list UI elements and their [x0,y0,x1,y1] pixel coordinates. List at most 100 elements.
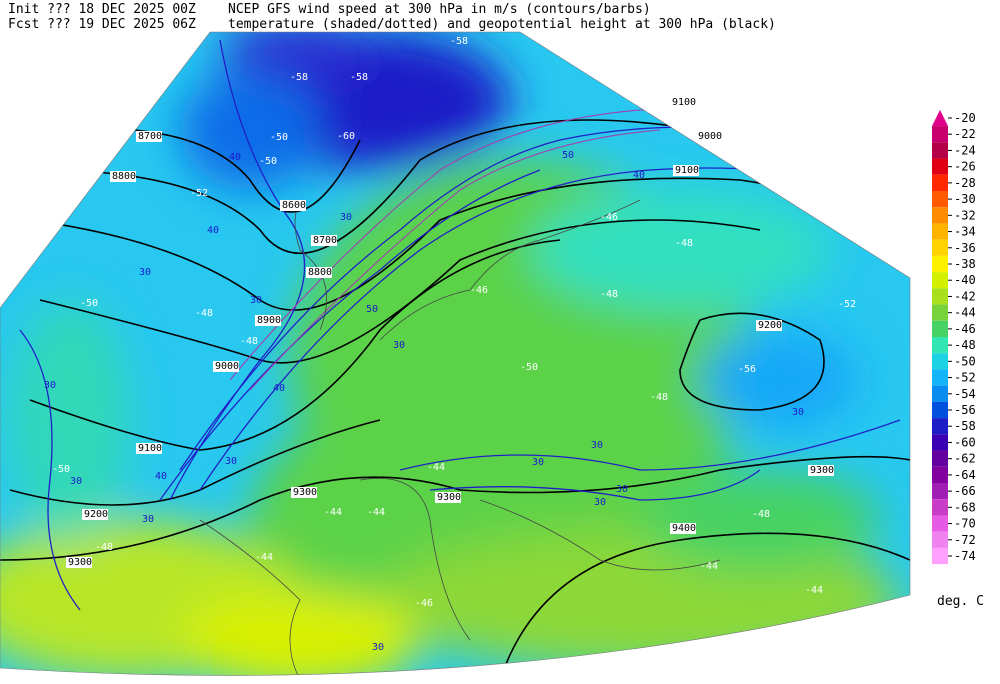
legend-label: -70 [954,517,976,531]
height-label-bg [808,465,834,476]
wind-label: 30 [250,295,262,306]
height-label-bg [670,97,696,108]
wind-label: 40 [155,471,167,482]
height-label-bg [306,267,332,278]
legend-swatch [932,223,948,240]
legend-swatch [932,401,948,419]
legend-swatch [932,191,948,208]
legend-label: -72 [954,533,976,547]
height-label-bg [670,523,696,534]
wind-label: 30 [142,514,154,525]
legend-swatch [932,515,948,532]
map-area [0,32,910,676]
temp-label: -60 [337,131,355,142]
temp-label: -44 [805,585,823,596]
wind-label: 30 [616,484,628,495]
legend-swatch [932,207,948,224]
wind-label: 30 [340,212,352,223]
legend-label: -48 [954,338,976,352]
wind-label: 30 [372,642,384,653]
height-label-bg [66,557,92,568]
height-label-bg [110,171,136,182]
height-label: 8800 [308,267,332,278]
legend-swatch [932,450,948,467]
legend-swatch [932,353,948,370]
temp-label: -50 [52,464,70,475]
temp-label: -52 [190,188,208,199]
legend-label: -66 [954,484,976,498]
legend-swatch [932,239,948,256]
height-label-bg [756,320,782,331]
header-fcst: Fcst ??? 19 DEC 2025 06Z [8,17,196,32]
height-label: 9300 [810,465,834,476]
temp-label: -56 [738,364,756,375]
temp-label: -48 [752,509,770,520]
wind-label: 30 [44,380,56,391]
temp-label: -50 [520,362,538,373]
header-title: NCEP GFS wind speed at 300 hPa in m/s (c… [228,2,651,17]
height-label-bg [291,487,317,498]
height-label: 8700 [313,235,337,246]
legend-swatch [932,483,948,500]
height-label: 9200 [758,320,782,331]
wind-label: 30 [225,456,237,467]
height-label-bg [673,165,699,176]
temp-label: -44 [367,507,385,518]
height-label: 9300 [68,557,92,568]
temp-label: -48 [675,238,693,249]
legend-swatch [932,142,948,159]
height-label: 8700 [138,131,162,142]
height-label: 9000 [698,131,722,142]
legend-label: -68 [954,500,976,514]
wind-label: 40 [229,152,241,163]
height-label: 8600 [282,200,306,211]
height-label: 9300 [293,487,317,498]
legend-swatch [932,126,948,143]
temp-label: -46 [470,285,488,296]
legend-swatch [932,158,948,175]
height-label-bg [280,200,306,211]
header-subtitle: temperature (shaded/dotted) and geopoten… [228,17,776,32]
height-label-bg [255,315,281,326]
temp-label: -48 [240,336,258,347]
wind-label: 30 [792,407,804,418]
legend-label: -32 [954,208,976,222]
legend-label: -38 [954,257,976,271]
temp-label: -44 [324,507,342,518]
wind-label: 30 [393,340,405,351]
legend-label: -56 [954,403,976,417]
wind-label: 30 [70,476,82,487]
legend-swatch [932,547,948,565]
height-label: 9100 [675,165,699,176]
legend-label: -52 [954,371,976,385]
legend-swatch [932,466,948,483]
wind-label: 40 [207,225,219,236]
legend-arrow [932,109,948,127]
legend-unit: deg. C [937,594,984,609]
legend-label: -58 [954,419,976,433]
legend-label: -62 [954,452,976,466]
legend-label: -60 [954,435,976,449]
legend-label: -64 [954,468,976,482]
legend-label: -30 [954,192,976,206]
temp-label: -48 [600,289,618,300]
legend-swatch [932,369,948,386]
legend-label: -44 [954,306,976,320]
height-label-bg [82,509,108,520]
legend-swatch [932,174,948,191]
legend-swatch [932,255,948,273]
temp-label: -44 [700,561,718,572]
legend-swatch [932,418,948,435]
legend-swatch [932,304,948,321]
legend-label: -22 [954,127,976,141]
legend-swatch [932,288,948,305]
temp-label: -48 [650,392,668,403]
temp-label: -50 [259,156,277,167]
legend-label: -40 [954,273,976,287]
temp-label: -58 [450,36,468,47]
temp-label: -50 [80,298,98,309]
temp-label: -44 [427,462,445,473]
legend-swatch [932,272,948,289]
legend-swatch [932,531,948,548]
height-label: 8800 [112,171,136,182]
